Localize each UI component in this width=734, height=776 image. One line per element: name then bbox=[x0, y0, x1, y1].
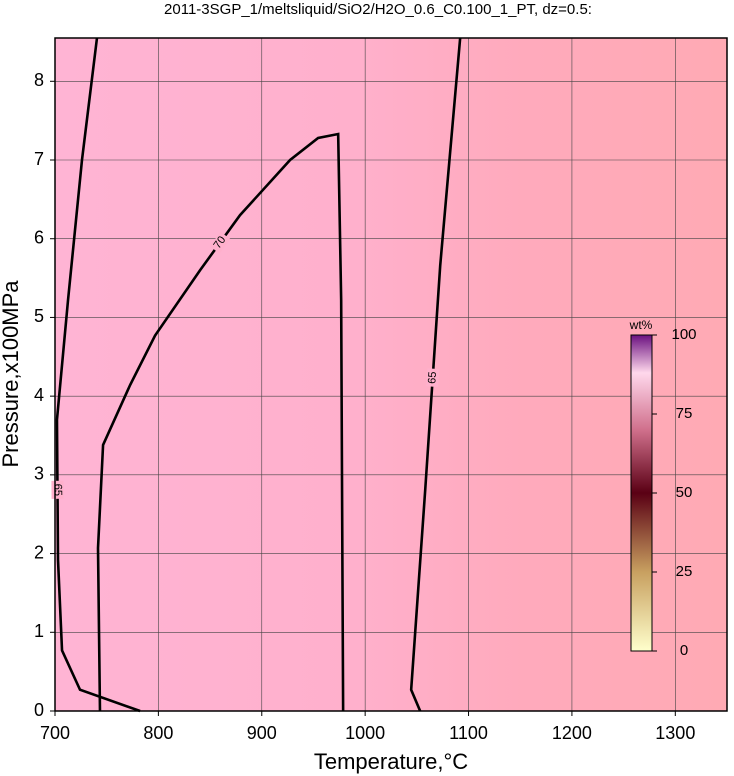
x-tick-label: 1100 bbox=[449, 723, 488, 743]
x-tick-label: 1300 bbox=[655, 723, 695, 743]
contour-label: 65 bbox=[426, 371, 439, 384]
y-axis-label: Pressure,x100MPa bbox=[0, 280, 23, 468]
contour-label: 65 bbox=[52, 484, 64, 496]
colorbar-tick-label: 25 bbox=[676, 563, 693, 580]
y-tick-label: 5 bbox=[34, 306, 44, 326]
colorbar-axis: 0 25 50 75 100 bbox=[652, 326, 697, 659]
colorbar-tick-label: 50 bbox=[676, 484, 693, 501]
y-tick-label: 4 bbox=[34, 385, 44, 405]
plot-frame bbox=[54, 37, 728, 712]
contour-label-bg bbox=[209, 231, 231, 254]
plot-background bbox=[55, 38, 727, 711]
contour-label: 70 bbox=[212, 234, 229, 251]
x-tick-label: 900 bbox=[247, 723, 277, 743]
contour-line bbox=[409, 37, 462, 712]
x-tick-label: 800 bbox=[143, 723, 173, 743]
x-tick-label: 700 bbox=[40, 723, 70, 743]
x-axis-label: Temperature,°C bbox=[314, 749, 468, 774]
y-tick-label: 6 bbox=[34, 227, 44, 247]
y-tick-label: 8 bbox=[34, 70, 44, 90]
x-tick-label: 1000 bbox=[345, 723, 385, 743]
x-tick-label: 1200 bbox=[552, 723, 592, 743]
chart-title: 2011-3SGP_1/meltsliquid/SiO2/H2O_0.6_C0.… bbox=[164, 1, 592, 18]
contour-line bbox=[96, 132, 345, 712]
y-tick-label: 7 bbox=[34, 149, 44, 169]
colorbar-tick-label: 100 bbox=[671, 326, 696, 343]
colorbar-tick-label: 0 bbox=[680, 642, 688, 659]
contour-label-bg bbox=[426, 368, 440, 388]
colorbar-label: wt% bbox=[629, 318, 653, 332]
colorbar bbox=[630, 334, 653, 652]
y-tick-label: 1 bbox=[34, 621, 44, 641]
y-tick-label: 2 bbox=[34, 542, 44, 562]
grid bbox=[54, 38, 727, 712]
y-tick-label: 3 bbox=[34, 464, 44, 484]
colorbar-tick-label: 75 bbox=[676, 405, 693, 422]
y-tick-label: 0 bbox=[34, 700, 44, 720]
